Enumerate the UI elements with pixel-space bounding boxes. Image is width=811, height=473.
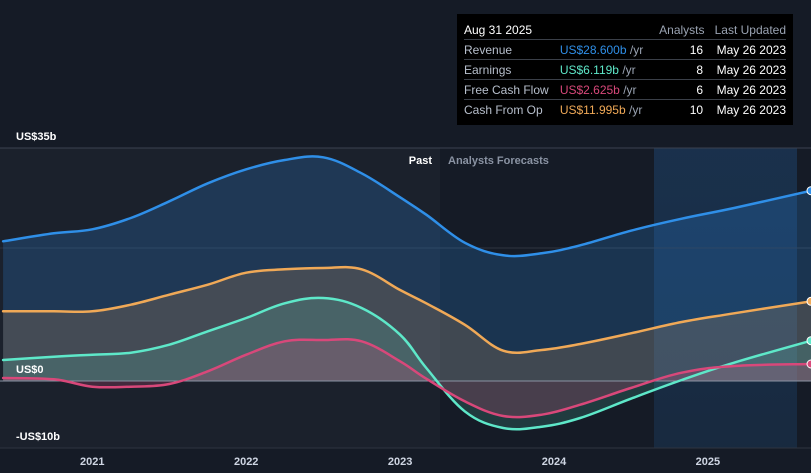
tooltip-value-cell: US$2.625b /yr [560,83,669,97]
tooltip-row-revenue: Revenue US$28.600b /yr 16 May 26 2023 [464,40,786,60]
tooltip-metric-value: US$6.119b [559,62,619,77]
x-tick-label-2022: 2022 [234,456,258,468]
y-axis-bottom-label: -US$10b [16,431,60,443]
tooltip-metric-unit: /yr [629,102,643,117]
x-tick-label-2025: 2025 [696,456,720,468]
tooltip-metric-value: US$28.600b [559,42,627,57]
tooltip-row-earnings: Earnings US$6.119b /yr 8 May 26 2023 [464,60,786,80]
tooltip-panel: Aug 31 2025 Analysts Last Updated Revenu… [457,14,793,125]
past-region-label: Past [409,155,433,167]
tooltip-metric-name: Cash From Op [464,102,543,117]
tooltip-metric-unit: /yr [622,62,636,77]
revenue-line [1,155,811,258]
tooltip-header: Aug 31 2025 Analysts Last Updated [464,20,786,40]
x-tick-label-2021: 2021 [80,456,104,468]
tooltip-row-free-cash-flow: Free Cash Flow US$2.625b /yr 6 May 26 2023 [464,80,786,100]
tooltip-analyst-count: 8 [696,62,704,77]
tooltip-metric-value: US$2.625b [559,82,620,97]
tooltip-metric-value: US$11.995b [559,102,626,117]
cash-from-op-end-point[interactable] [806,296,811,306]
forecast-highlight-band [654,148,797,448]
tooltip-last-updated: May 26 2023 [716,102,787,117]
cash-from-op-line [1,265,811,355]
tooltip-value-cell: US$6.119b /yr [560,63,669,77]
tooltip-metric-unit: /yr [629,42,644,57]
tooltip-row-cash-from-op: Cash From Op US$11.995b /yr 10 May 26 2023 [464,100,786,119]
tooltip-metric-name: Earnings [464,62,512,77]
tooltip-analyst-count: 16 [689,42,704,57]
x-tick-label-2023: 2023 [388,456,412,468]
x-tick-label-2024: 2024 [542,456,567,468]
tooltip-date: Aug 31 2025 [464,22,533,37]
tooltip-metric-name: Free Cash Flow [464,82,549,97]
tooltip-last-updated: May 26 2023 [716,82,787,97]
tooltip-analyst-count: 6 [696,82,704,97]
tooltip-value-cell: US$11.995b /yr [560,103,669,117]
revenue-area [3,156,811,382]
tooltip-analysts-header: Analysts [659,22,705,37]
tooltip-last-updated: May 26 2023 [716,62,787,77]
tooltip-analyst-count: 10 [689,102,704,117]
past-region-shade [0,148,440,448]
forecast-region-label: Analysts Forecasts [448,155,549,167]
y-axis-zero-label: US$0 [16,364,44,376]
tooltip-last-updated: May 26 2023 [716,42,787,57]
tooltip-metric-name: Revenue [464,42,513,57]
free-cash-flow-end-point[interactable] [806,359,811,369]
cash-from-op-area [3,267,811,382]
earnings-line [1,296,811,431]
earnings-end-point[interactable] [806,336,811,346]
y-axis-top-label: US$35b [16,131,57,143]
free-cash-flow-area [3,339,811,418]
tooltip-updated-header: Last Updated [714,22,787,37]
free-cash-flow-line [1,337,811,419]
tooltip-value-cell: US$28.600b /yr [560,43,669,57]
revenue-end-point[interactable] [806,186,811,196]
tooltip-metric-unit: /yr [623,82,637,97]
